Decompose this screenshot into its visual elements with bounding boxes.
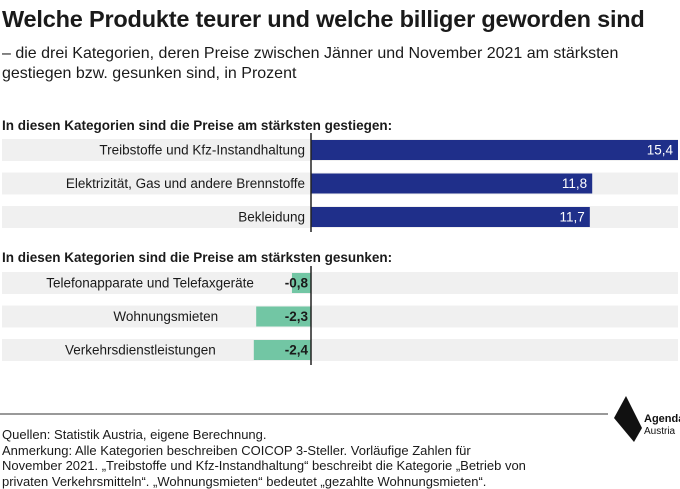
footer-notes: Quellen: Statistik Austria, eigene Berec… xyxy=(2,427,602,489)
category-label: Elektrizität, Gas und andere Brennstoffe xyxy=(66,176,305,191)
data-label: -2,4 xyxy=(285,343,309,358)
agenda-austria-logo-icon xyxy=(614,396,642,442)
source-note: Quellen: Statistik Austria, eigene Berec… xyxy=(2,427,267,442)
category-label: Bekleidung xyxy=(238,210,305,225)
bar xyxy=(291,273,311,293)
logo-text-agenda: Agenda xyxy=(644,413,680,425)
logo-text-austria: Austria xyxy=(644,426,676,437)
data-label: -0,8 xyxy=(285,276,309,291)
row-background xyxy=(2,272,678,294)
bar xyxy=(256,306,311,327)
chart-subtitle: – die drei Kategorien, deren Preise zwis… xyxy=(2,45,619,82)
section-title-increase: In diesen Kategorien sind die Preise am … xyxy=(2,118,393,133)
category-label: Telefonapparate und Telefaxgeräte xyxy=(46,276,254,291)
remark-note-line-3: privaten Verkehrsmitteln“. „Wohnungsmiet… xyxy=(2,473,487,489)
bar xyxy=(311,207,590,227)
data-label: 11,8 xyxy=(562,176,587,191)
category-label: Wohnungsmieten xyxy=(113,309,218,324)
bar xyxy=(311,140,678,160)
section-title-decrease: In diesen Kategorien sind die Preise am … xyxy=(2,250,393,265)
row-background xyxy=(2,305,678,328)
row-background xyxy=(2,339,678,361)
data-label: 11,7 xyxy=(560,210,585,225)
bar xyxy=(311,173,593,194)
remark-note-line-1: Anmerkung: Alle Kategorien beschreiben C… xyxy=(2,442,471,458)
data-label: -2,3 xyxy=(285,309,309,324)
bar xyxy=(253,340,311,360)
category-label: Treibstoffe und Kfz-Instandhaltung xyxy=(99,143,305,158)
chart-title: Welche Produkte teurer und welche billig… xyxy=(2,6,645,32)
remark-note-line-2: November 2021. „Treibstoffe und Kfz-Inst… xyxy=(2,458,526,473)
category-label: Verkehrsdienstleistungen xyxy=(65,343,216,358)
data-label: 15,4 xyxy=(647,143,674,158)
